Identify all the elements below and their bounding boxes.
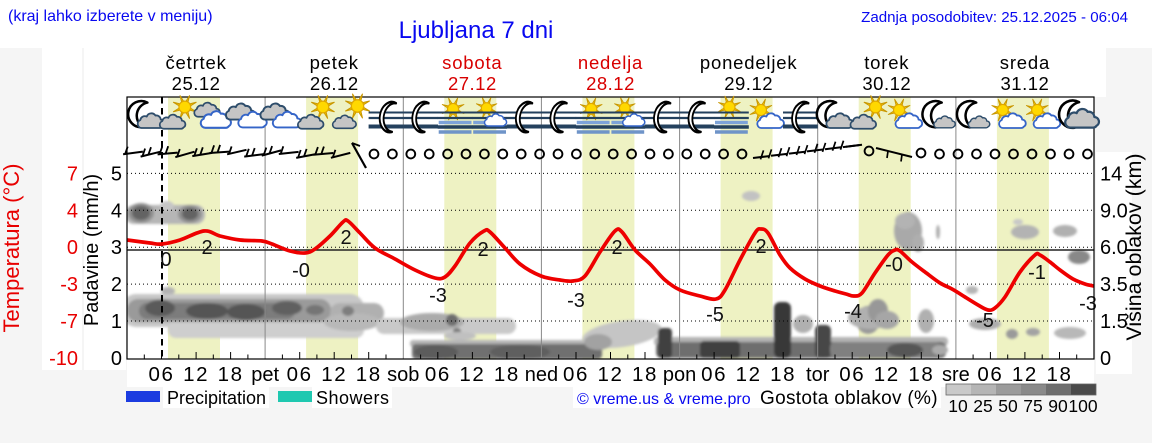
svg-text:Zadnja posodobitev: 25.12.2025: Zadnja posodobitev: 25.12.2025 - 06:04 [861,9,1128,26]
svg-text:0: 0 [1100,348,1111,370]
svg-text:50: 50 [998,396,1018,416]
svg-text:sreda: sreda [1000,52,1050,73]
svg-text:tor: tor [806,364,830,386]
svg-text:26.12: 26.12 [310,73,359,94]
svg-text:Padavine (mm/h): Padavine (mm/h) [81,174,103,326]
svg-text:1.5: 1.5 [1100,311,1128,333]
svg-text:-10: -10 [49,348,78,370]
svg-text:Ljubljana 7 dni: Ljubljana 7 dni [399,17,554,44]
svg-text:-3: -3 [60,274,78,296]
svg-text:četrtek: četrtek [166,52,227,73]
svg-text:-3: -3 [1079,293,1097,315]
svg-text:06: 06 [287,363,313,386]
svg-text:2: 2 [611,237,622,259]
svg-text:12: 12 [874,363,900,386]
svg-text:27.12: 27.12 [448,73,497,94]
svg-text:29.12: 29.12 [724,73,773,94]
svg-text:Višina oblakov (km): Višina oblakov (km) [1122,153,1146,340]
svg-text:28.12: 28.12 [586,73,635,94]
svg-text:3.5: 3.5 [1100,274,1128,296]
svg-text:18: 18 [218,363,244,386]
svg-text:06: 06 [977,363,1003,386]
svg-text:90: 90 [1048,396,1068,416]
svg-text:Showers: Showers [316,388,390,408]
svg-text:2: 2 [477,239,488,261]
svg-text:18: 18 [770,363,796,386]
svg-text:0: 0 [67,237,78,259]
svg-text:pon: pon [663,364,696,386]
svg-text:sre: sre [942,364,970,386]
svg-text:-1: -1 [1028,262,1046,284]
svg-text:12: 12 [597,363,623,386]
svg-text:1: 1 [111,311,122,333]
svg-text:2: 2 [755,236,766,258]
svg-text:18: 18 [1046,363,1072,386]
svg-text:18: 18 [908,363,934,386]
svg-text:06: 06 [425,363,451,386]
svg-text:06: 06 [563,363,589,386]
svg-text:100: 100 [1068,396,1097,416]
svg-text:18: 18 [356,363,382,386]
svg-text:4: 4 [111,200,122,222]
svg-text:75: 75 [1023,396,1042,416]
svg-text:© vreme.us & vreme.pro: © vreme.us & vreme.pro [577,391,751,408]
svg-text:7: 7 [67,163,78,185]
svg-text:4: 4 [67,200,78,222]
svg-text:9.0: 9.0 [1100,200,1128,222]
svg-text:18: 18 [632,363,658,386]
svg-text:ned: ned [525,364,558,386]
svg-text:06: 06 [839,363,865,386]
svg-text:-3: -3 [567,290,585,312]
svg-text:torek: torek [864,52,909,73]
svg-text:nedelja: nedelja [578,52,643,73]
svg-text:pet: pet [251,364,279,386]
svg-text:25.12: 25.12 [172,73,221,94]
svg-text:-5: -5 [706,304,724,326]
svg-text:(kraj lahko izberete v meniju): (kraj lahko izberete v meniju) [8,8,213,25]
svg-text:-3: -3 [429,285,447,307]
svg-text:Temperatura (°C): Temperatura (°C) [0,164,24,333]
svg-text:12: 12 [1012,363,1038,386]
svg-text:06: 06 [149,363,175,386]
svg-text:-7: -7 [60,311,78,333]
svg-text:30.12: 30.12 [862,73,911,94]
svg-text:12: 12 [459,363,485,386]
svg-text:12: 12 [736,363,762,386]
svg-text:12: 12 [321,363,347,386]
svg-text:0: 0 [160,249,171,271]
svg-text:sob: sob [387,364,419,386]
svg-text:12: 12 [183,363,209,386]
svg-text:31.12: 31.12 [1001,73,1050,94]
svg-text:sobota: sobota [442,52,502,73]
svg-text:5: 5 [111,163,122,185]
svg-text:2: 2 [201,237,212,259]
svg-text:3: 3 [111,237,122,259]
svg-text:0: 0 [111,348,122,370]
svg-text:18: 18 [494,363,520,386]
svg-text:-4: -4 [844,301,862,323]
svg-text:-0: -0 [885,254,903,276]
svg-text:Precipitation: Precipitation [167,388,266,408]
svg-text:-0: -0 [292,260,310,282]
svg-text:25: 25 [973,396,992,416]
svg-text:06: 06 [701,363,727,386]
svg-text:ponedeljek: ponedeljek [700,52,798,73]
svg-text:2: 2 [340,227,351,249]
svg-text:Gostota oblakov (%): Gostota oblakov (%) [760,388,938,409]
svg-text:14: 14 [1100,163,1122,185]
svg-text:petek: petek [310,52,359,73]
svg-text:6.0: 6.0 [1100,237,1128,259]
svg-text:2: 2 [111,274,122,296]
svg-text:10: 10 [948,396,968,416]
svg-text:-5: -5 [976,310,994,332]
